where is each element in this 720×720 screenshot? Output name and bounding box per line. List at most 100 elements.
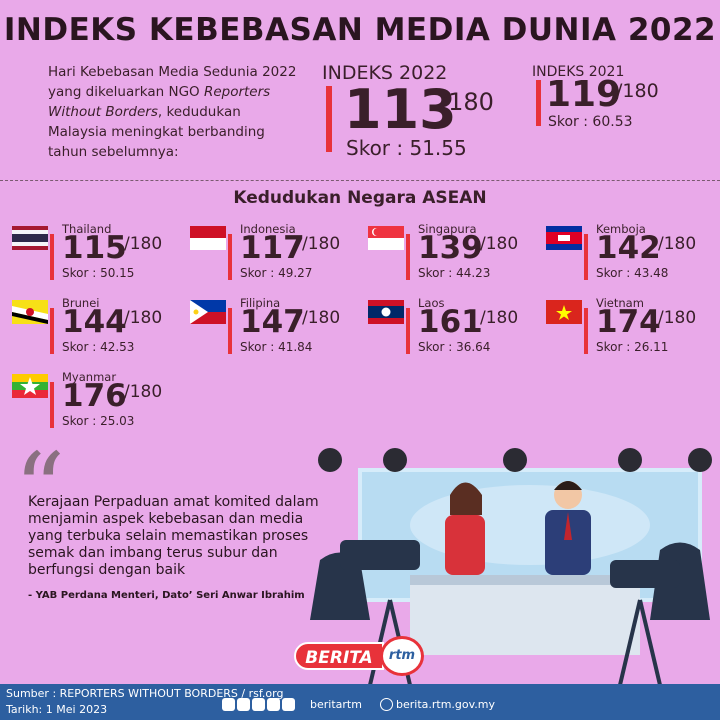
- index-2022-bar: [326, 86, 332, 152]
- facebook-icon[interactable]: [222, 698, 235, 711]
- country-score: Skor : 41.84: [240, 340, 313, 354]
- country-name: Kemboja: [596, 222, 646, 236]
- country-score: Skor : 26.11: [596, 340, 669, 354]
- country-bar: [406, 234, 410, 280]
- country-total: /180: [124, 234, 163, 254]
- index-2022: INDEKS 2022 113 /180 Skor : 51.55: [322, 62, 494, 160]
- indonesia-flag-icon: [190, 226, 226, 250]
- country-rank: 142: [596, 230, 661, 266]
- country-name: Myanmar: [62, 370, 117, 384]
- news-studio-illustration: [310, 448, 712, 686]
- index-2022-rank: 113: [344, 78, 457, 141]
- country-card-cambodia: Kemboja 142/180 Skor : 43.48: [546, 222, 716, 288]
- country-name: Indonesia: [240, 222, 296, 236]
- index-2021-total: /180: [616, 80, 659, 102]
- index-2022-total: /180: [440, 88, 494, 116]
- rtm-logo-text: rtm: [380, 636, 424, 676]
- philippines-flag-icon: [190, 300, 226, 324]
- country-name: Singapura: [418, 222, 477, 236]
- asean-title: Kedudukan Negara ASEAN: [233, 188, 487, 208]
- tiktok-icon[interactable]: [267, 698, 280, 711]
- country-score: Skor : 44.23: [418, 266, 491, 280]
- globe-icon: [380, 698, 393, 711]
- country-total: /180: [302, 308, 341, 328]
- country-name: Vietnam: [596, 296, 644, 310]
- country-rank: 117: [240, 230, 305, 266]
- country-score: Skor : 42.53: [62, 340, 135, 354]
- singapore-flag-icon: [368, 226, 404, 250]
- country-rank: 144: [62, 304, 127, 340]
- berita-rtm-logo: BERITA rtm: [294, 636, 430, 676]
- country-card-indonesia: Indonesia 117/180 Skor : 49.27: [190, 222, 360, 288]
- country-card-singapore: Singapura 139/180 Skor : 44.23: [368, 222, 538, 288]
- social-icons: [222, 698, 295, 711]
- country-bar: [50, 234, 54, 280]
- country-card-vietnam: Vietnam 174/180 Skor : 26.11: [546, 296, 716, 362]
- country-rank: 161: [418, 304, 483, 340]
- thailand-flag-icon: [12, 226, 48, 250]
- myanmar-flag-icon: [12, 374, 48, 398]
- country-score: Skor : 36.64: [418, 340, 491, 354]
- country-rank: 176: [62, 378, 127, 414]
- brunei-flag-icon: [12, 300, 48, 324]
- quote-mark-icon: “: [14, 431, 66, 548]
- footer-date: Tarikh: 1 Mei 2023: [6, 703, 108, 716]
- social-handle[interactable]: beritartm: [310, 698, 362, 711]
- country-bar: [406, 308, 410, 354]
- index-2021-score: Skor : 60.53: [548, 114, 633, 130]
- cambodia-flag-icon: [546, 226, 582, 250]
- country-name: Laos: [418, 296, 445, 310]
- quote-author: - YAB Perdana Menteri, Dato’ Seri Anwar …: [28, 590, 305, 601]
- intro-line1: Hari Kebebasan Media Sedunia 2022 yang d…: [48, 64, 297, 100]
- instagram-icon[interactable]: [237, 698, 250, 711]
- website-link[interactable]: berita.rtm.gov.my: [396, 698, 496, 711]
- youtube-icon[interactable]: [282, 698, 295, 711]
- index-2022-score: Skor : 51.55: [346, 136, 467, 160]
- country-score: Skor : 50.15: [62, 266, 135, 280]
- country-total: /180: [658, 234, 697, 254]
- country-bar: [228, 234, 232, 280]
- berita-logo-text: BERITA: [294, 642, 384, 670]
- index-2021-label: INDEKS 2021: [532, 64, 625, 80]
- country-total: /180: [480, 234, 519, 254]
- intro-text: Hari Kebebasan Media Sedunia 2022 yang d…: [48, 62, 298, 162]
- country-score: Skor : 25.03: [62, 414, 135, 428]
- quote-text: Kerajaan Perpaduan amat komited dalam me…: [28, 494, 319, 578]
- country-total: /180: [124, 382, 163, 402]
- country-rank: 147: [240, 304, 305, 340]
- country-bar: [228, 308, 232, 354]
- country-bar: [50, 382, 54, 428]
- country-bar: [584, 308, 588, 354]
- country-score: Skor : 43.48: [596, 266, 669, 280]
- country-total: /180: [124, 308, 163, 328]
- country-card-brunei: Brunei 144/180 Skor : 42.53: [12, 296, 182, 362]
- country-rank: 115: [62, 230, 127, 266]
- country-card-myanmar: Myanmar 176/180 Skor : 25.03: [12, 370, 182, 436]
- country-rank: 139: [418, 230, 483, 266]
- country-score: Skor : 49.27: [240, 266, 313, 280]
- country-total: /180: [658, 308, 697, 328]
- index-2022-label: INDEKS 2022: [322, 62, 448, 84]
- index-2021-bar: [536, 80, 541, 126]
- country-total: /180: [480, 308, 519, 328]
- country-name: Filipina: [240, 296, 281, 310]
- country-rank: 174: [596, 304, 661, 340]
- country-bar: [584, 234, 588, 280]
- country-card-laos: Laos 161/180 Skor : 36.64: [368, 296, 538, 362]
- country-bar: [50, 308, 54, 354]
- twitter-icon[interactable]: [252, 698, 265, 711]
- country-name: Thailand: [62, 222, 112, 236]
- index-2021-rank: 119: [546, 74, 622, 115]
- footer: Sumber : REPORTERS WITHOUT BORDERS / rsf…: [0, 684, 720, 720]
- page-title: INDEKS KEBEBASAN MEDIA DUNIA 2022: [3, 12, 717, 48]
- section-divider: [0, 180, 720, 181]
- country-card-thailand: Thailand 115/180 Skor : 50.15: [12, 222, 182, 288]
- intro-org: Reporters Without Borders: [48, 84, 271, 120]
- laos-flag-icon: [368, 300, 404, 324]
- vietnam-flag-icon: [546, 300, 582, 324]
- index-2021: INDEKS 2021 119 /180 Skor : 60.53: [532, 64, 659, 130]
- country-card-philippines: Filipina 147/180 Skor : 41.84: [190, 296, 360, 362]
- intro-line2: , kedudukan Malaysia meningkat berbandin…: [48, 104, 265, 160]
- country-total: /180: [302, 234, 341, 254]
- footer-source: Sumber : REPORTERS WITHOUT BORDERS / rsf…: [6, 687, 284, 700]
